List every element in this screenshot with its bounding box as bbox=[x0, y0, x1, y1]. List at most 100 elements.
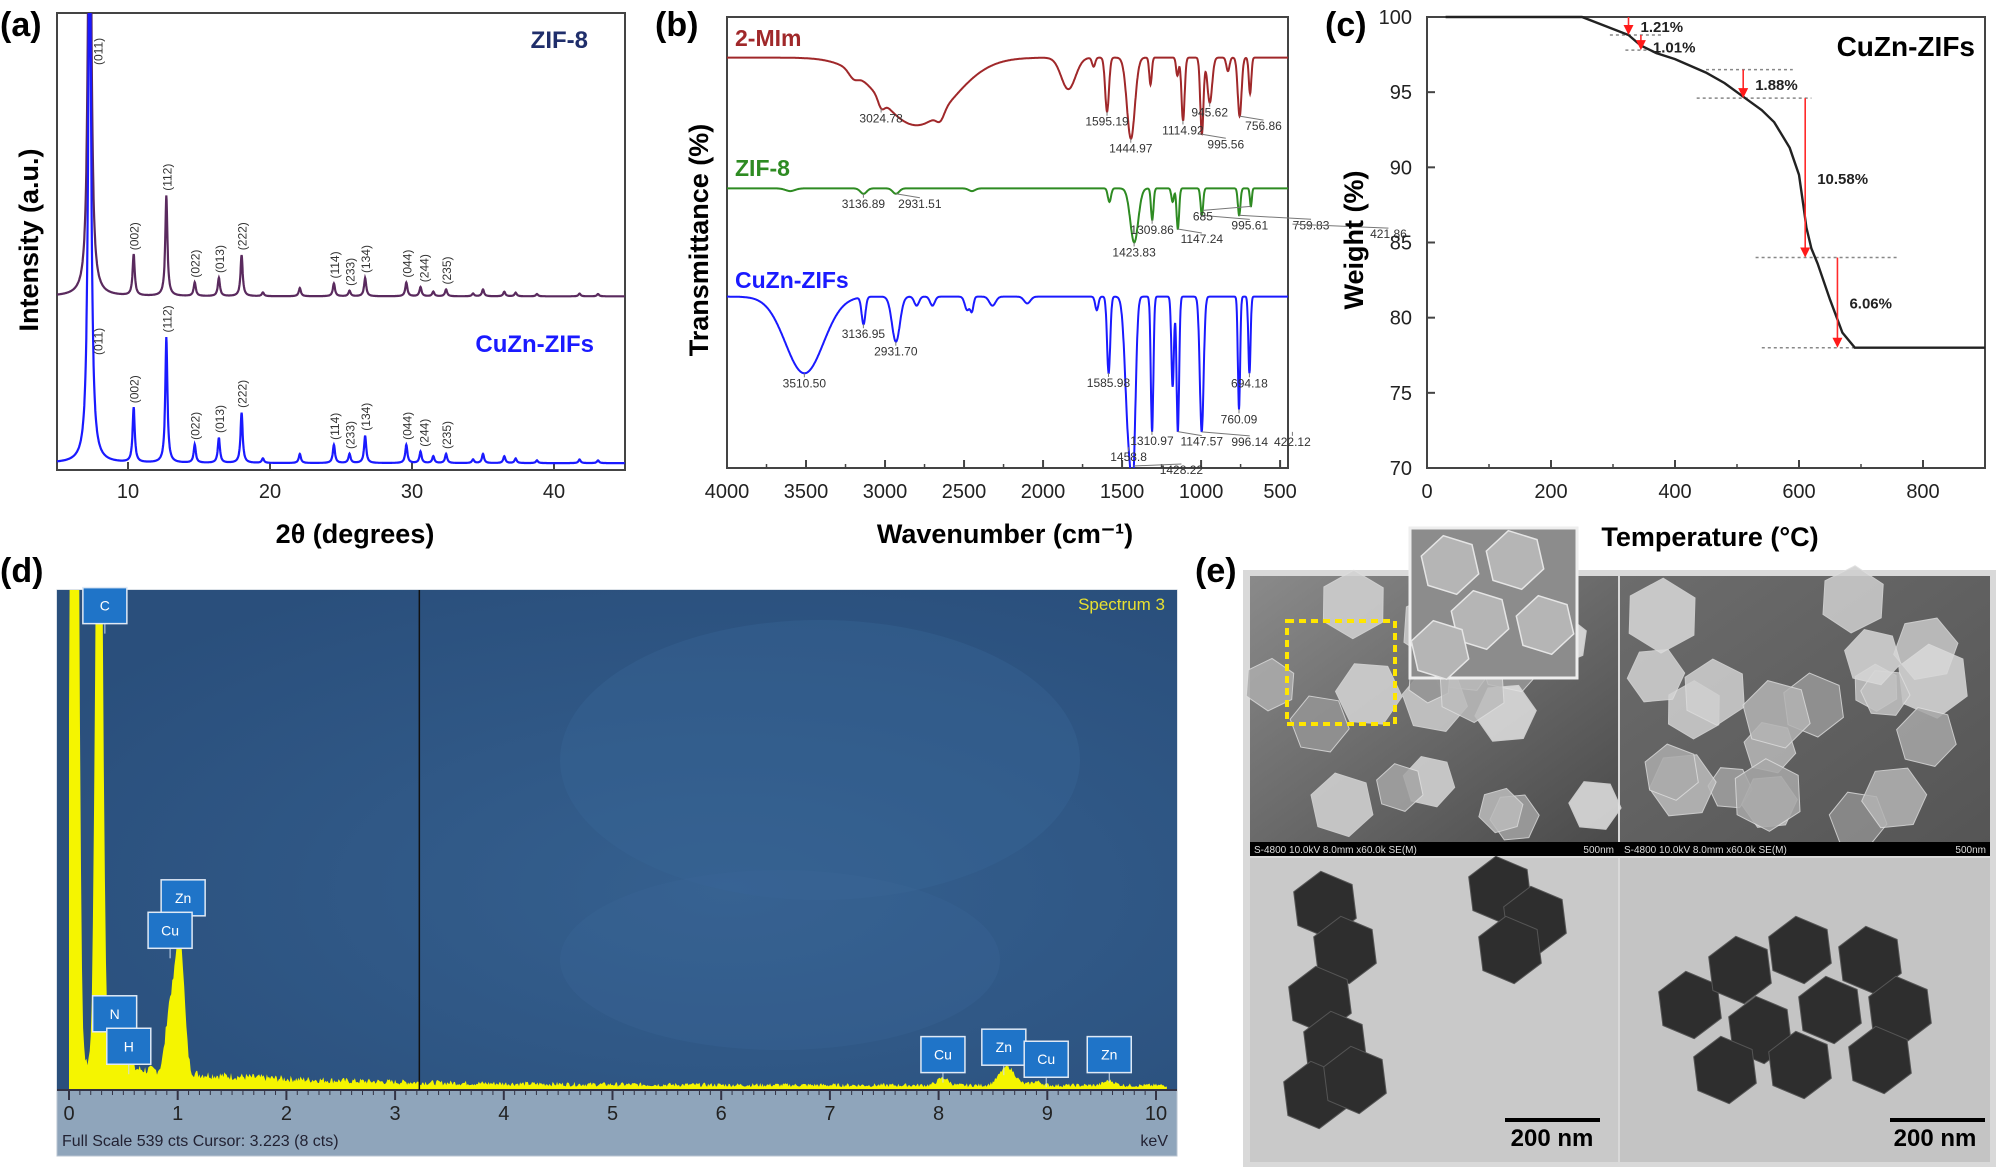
arrow-head-icon bbox=[1800, 247, 1811, 258]
x-tick-label: 7 bbox=[824, 1103, 835, 1125]
element-label-zn[interactable]: Zn bbox=[1086, 1035, 1133, 1074]
peak-label: 995.56 bbox=[1207, 137, 1244, 151]
sem-scale-right: 500nm bbox=[1955, 845, 1986, 856]
mass-loss-label: 6.06% bbox=[1849, 296, 1892, 313]
sem-scale-left: 500nm bbox=[1583, 845, 1614, 856]
x-tick-label: 3500 bbox=[784, 481, 829, 503]
mass-loss-label: 1.88% bbox=[1755, 77, 1798, 94]
y-axis-label: Intensity (a.u.) bbox=[14, 148, 44, 331]
element-symbol: Zn bbox=[996, 1039, 1012, 1055]
mass-loss-label: 1.21% bbox=[1641, 19, 1684, 36]
y-tick-label: 85 bbox=[1390, 233, 1412, 255]
x-tick-label: 10 bbox=[1145, 1103, 1167, 1125]
element-symbol: N bbox=[110, 1006, 120, 1022]
peak-label: (022) bbox=[189, 250, 203, 278]
peak-label: (235) bbox=[440, 421, 454, 449]
peak-label: 422.12 bbox=[1274, 435, 1311, 449]
peak-label: (244) bbox=[418, 419, 432, 447]
mass-loss-label: 10.58% bbox=[1817, 171, 1868, 188]
y-tick-label: 95 bbox=[1390, 82, 1412, 104]
peak-leader bbox=[1239, 214, 1312, 220]
zoom-region-box bbox=[1285, 619, 1397, 726]
nanoparticle bbox=[1822, 565, 1884, 634]
x-tick-label: 30 bbox=[401, 481, 423, 503]
nanoparticle bbox=[1323, 1045, 1387, 1115]
eds-plot-area bbox=[57, 590, 1177, 1090]
nanoparticle bbox=[1310, 772, 1374, 838]
element-label-box bbox=[920, 1035, 966, 1074]
nanoparticle bbox=[1568, 781, 1622, 830]
peak-label: (112) bbox=[160, 305, 174, 332]
xrd-chart: 2θ (degrees) Intensity (a.u.) ZIF-8 CuZn… bbox=[14, 12, 626, 549]
nanoparticle bbox=[1708, 935, 1772, 1005]
nanoparticle bbox=[1742, 680, 1811, 749]
peak-label: (233) bbox=[344, 258, 358, 286]
peak-label: 694.18 bbox=[1231, 376, 1268, 390]
nanoparticle bbox=[1798, 975, 1862, 1045]
x-tick-label: 3000 bbox=[863, 481, 908, 503]
peak-leader bbox=[1177, 228, 1202, 234]
nanoparticle bbox=[1848, 1025, 1912, 1095]
weight-curve bbox=[1445, 15, 1985, 349]
y-tick-label: 70 bbox=[1390, 458, 1412, 480]
ftir-chart: Wavenumber (cm⁻¹) Transmittance (%) 2-MI… bbox=[684, 16, 1407, 549]
element-label-cu[interactable]: Cu bbox=[147, 911, 193, 950]
series-label-zif8: ZIF-8 bbox=[735, 155, 790, 181]
x-axis-label: 2θ (degrees) bbox=[276, 519, 435, 549]
element-label-zn[interactable]: Zn bbox=[981, 1028, 1027, 1066]
x-axis-label: Temperature (°C) bbox=[1601, 522, 1818, 552]
tem-scale-right: 200 nm bbox=[1894, 1125, 1977, 1152]
peak-leader bbox=[1202, 205, 1251, 211]
element-label-h[interactable]: H bbox=[106, 1027, 152, 1066]
peak-label: (235) bbox=[440, 256, 454, 284]
x-tick-label: 0 bbox=[1421, 481, 1432, 503]
x-tick-label: 400 bbox=[1658, 481, 1691, 503]
nanoparticle bbox=[1313, 915, 1377, 985]
peak-label: (114) bbox=[328, 413, 342, 440]
y-tick-label: 90 bbox=[1390, 157, 1412, 179]
element-label-cu[interactable]: Cu bbox=[1023, 1040, 1069, 1078]
spectrum-area bbox=[69, 590, 1167, 1090]
panel-label-d: (d) bbox=[0, 552, 43, 590]
element-symbol: Zn bbox=[175, 890, 191, 906]
peak-label: (112) bbox=[160, 164, 174, 191]
series-line-zif8 bbox=[727, 187, 1288, 244]
peak-label: 1458.8 bbox=[1110, 450, 1147, 464]
nanoparticle bbox=[1289, 695, 1350, 753]
x-axis-unit: keV bbox=[1140, 1133, 1168, 1150]
element-label-c[interactable]: C bbox=[82, 586, 128, 625]
element-symbol: Zn bbox=[1101, 1047, 1117, 1063]
series-label-cuzn: CuZn-ZIFs bbox=[735, 267, 849, 293]
peak-label: 685 bbox=[1193, 209, 1213, 223]
peak-label: (022) bbox=[189, 412, 203, 440]
element-label-cu[interactable]: Cu bbox=[920, 1035, 966, 1074]
arrow-head-icon bbox=[1623, 25, 1634, 36]
nanoparticle bbox=[1450, 589, 1510, 651]
nanoparticle bbox=[1485, 529, 1545, 591]
panel-label-b: (b) bbox=[655, 6, 698, 44]
x-tick-label: 600 bbox=[1782, 481, 1815, 503]
peak-label: (134) bbox=[359, 403, 373, 431]
element-symbol: Cu bbox=[1037, 1051, 1055, 1067]
peak-label: (044) bbox=[400, 250, 414, 278]
peak-label: 1310.97 bbox=[1130, 434, 1174, 448]
x-tick-label: 200 bbox=[1534, 481, 1567, 503]
peak-label: (222) bbox=[236, 380, 250, 408]
element-label-box bbox=[1086, 1035, 1133, 1074]
x-tick-label: 40 bbox=[543, 481, 565, 503]
element-label-zn[interactable]: Zn bbox=[160, 879, 206, 917]
x-tick-label: 4 bbox=[498, 1103, 509, 1125]
spectrum-title: Spectrum 3 bbox=[1078, 595, 1165, 614]
x-tick-label: 500 bbox=[1263, 481, 1296, 503]
element-label-box bbox=[981, 1028, 1027, 1066]
peak-label: (114) bbox=[328, 251, 342, 278]
peak-leader bbox=[1177, 431, 1202, 437]
element-label-n[interactable]: N bbox=[91, 995, 138, 1033]
peak-leader bbox=[895, 193, 920, 199]
arrow-head-icon bbox=[1635, 40, 1646, 51]
peak-label: (011) bbox=[91, 328, 105, 355]
y-tick-label: 80 bbox=[1390, 308, 1412, 330]
peak-label: 945.62 bbox=[1191, 106, 1228, 120]
nanoparticle bbox=[1768, 915, 1832, 985]
